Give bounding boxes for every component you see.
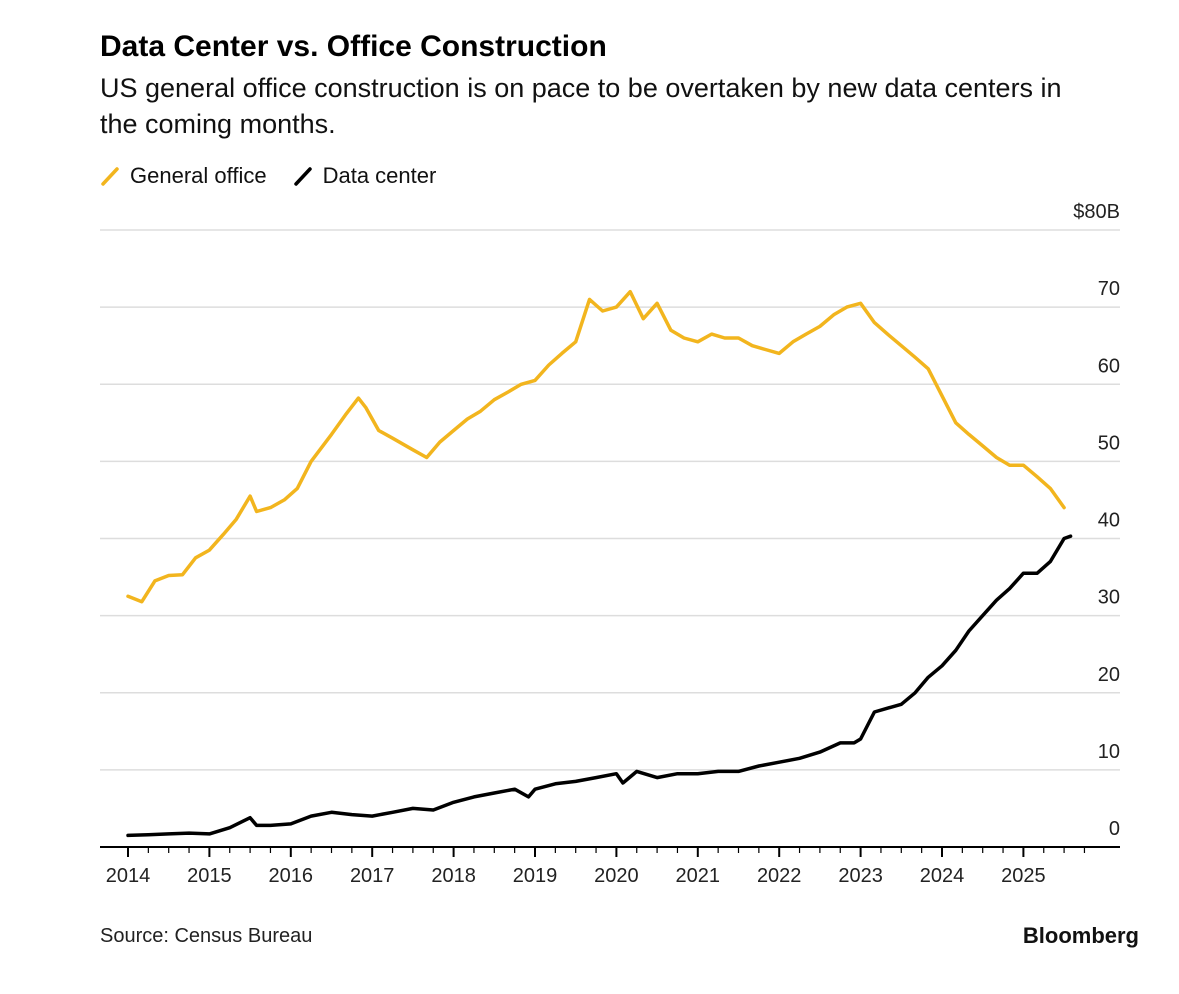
x-tick-label-2024: 2024	[920, 865, 965, 887]
legend-item-general-office: General office	[100, 163, 267, 189]
x-tick-label-2022: 2022	[757, 865, 802, 887]
legend-swatch-data-center	[293, 167, 312, 186]
line-chart: 0 10 20 30 40 50 60 70 $80B 2014 2015 2016 2017 2018 2…	[100, 201, 1120, 887]
x-tick-label-2025: 2025	[1001, 865, 1046, 887]
legend-swatch-general-office	[101, 167, 119, 186]
x-tick-label-2017: 2017	[350, 865, 395, 887]
y-tick-label-80: $80B	[1073, 201, 1120, 223]
x-tick-label-2019: 2019	[513, 865, 558, 887]
source-note: Source: Census Bureau	[100, 925, 313, 947]
y-tick-label-0: 0	[1109, 818, 1120, 840]
y-tick-label-20: 20	[1098, 664, 1120, 686]
bloomberg-logo: Bloomberg	[1022, 923, 1139, 948]
x-tick-label-2014: 2014	[106, 865, 151, 887]
legend-label-data-center: Data center	[322, 163, 437, 188]
x-tick-label-2023: 2023	[838, 865, 883, 887]
series-line-general-office	[126, 289, 1066, 604]
x-tick-label-2020: 2020	[594, 865, 639, 887]
x-tick-label-2018: 2018	[431, 865, 476, 887]
series-line-data-center	[126, 534, 1073, 838]
legend-item-data-center: Data center	[293, 163, 437, 189]
chart-subtitle: US general office construction is on pac…	[100, 73, 1062, 139]
y-tick-label-70: 70	[1098, 278, 1120, 300]
y-tick-label-60: 60	[1098, 355, 1120, 377]
y-tick-label-10: 10	[1098, 741, 1120, 763]
chart-title: Data Center vs. Office Construction	[100, 30, 607, 63]
y-tick-label-40: 40	[1098, 510, 1120, 532]
legend-label-general-office: General office	[130, 163, 267, 188]
x-tick-label-2016: 2016	[269, 865, 314, 887]
y-tick-label-50: 50	[1098, 432, 1120, 454]
x-tick-label-2021: 2021	[676, 865, 721, 887]
x-tick-label-2015: 2015	[187, 865, 232, 887]
y-tick-label-30: 30	[1098, 587, 1120, 609]
chart-legend: General office Data center	[100, 163, 462, 189]
